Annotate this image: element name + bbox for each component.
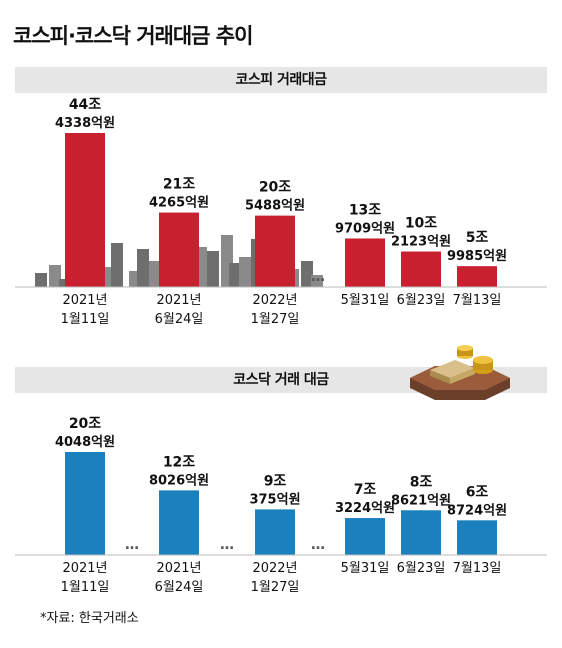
value-label-main: 7조 — [354, 482, 377, 498]
value-label-sub: 3224억원 — [335, 501, 395, 516]
value-label-sub: 8724억원 — [447, 503, 507, 518]
x-tick-label: 1월27일 — [251, 580, 300, 595]
value-label-main: 20조 — [259, 180, 291, 196]
value-label-main: 13조 — [349, 202, 381, 218]
value-label-main: 10조 — [405, 216, 437, 232]
value-label-sub: 4048억원 — [55, 435, 115, 450]
bar — [159, 490, 199, 555]
bar — [345, 238, 385, 287]
x-tick-label: 6월23일 — [397, 293, 446, 308]
value-label-sub: 8621억원 — [391, 493, 451, 508]
kospi-chart: 44조 4338억원 2021년 1월11일 21조 4265억원 2021년 6월24일 20… — [15, 93, 547, 350]
value-label-sub: 8026억원 — [149, 473, 209, 488]
kosdaq-chart: 20조 4048억원 2021년 1월11일 12조 8026억원 2021년 6월24일 9조… — [15, 393, 547, 603]
x-tick-label: 2022년 — [252, 561, 297, 576]
value-label-sub: 9985억원 — [447, 249, 507, 264]
value-label-sub: 5488억원 — [245, 199, 305, 214]
value-label-main: 12조 — [163, 454, 195, 470]
bar — [65, 133, 105, 287]
bar — [345, 518, 385, 555]
value-label-sub: 9709억원 — [335, 221, 395, 236]
x-tick-label: 2022년 — [252, 293, 297, 308]
kospi-chart-svg: 44조 4338억원 2021년 1월11일 21조 4265억원 2021년 6월24일 20… — [15, 97, 547, 327]
kospi-chart-title: 코스피 거래대금 — [15, 67, 547, 93]
bar — [159, 212, 199, 287]
bar — [457, 266, 497, 287]
x-tick-label: 5월31일 — [341, 293, 390, 308]
value-label-main: 8조 — [410, 474, 433, 490]
bar — [401, 251, 441, 287]
bar — [255, 509, 295, 555]
kosdaq-chart-svg: 20조 4048억원 2021년 1월11일 12조 8026억원 2021년 6월24일 9조… — [15, 416, 547, 595]
bar — [457, 520, 497, 555]
x-tick-label: 6월24일 — [155, 312, 204, 327]
gap-marker: … — [311, 537, 325, 553]
value-label-main: 9조 — [264, 473, 287, 489]
source-note: *자료: 한국거래소 — [40, 611, 139, 626]
bar — [255, 215, 295, 287]
value-label-sub: 375억원 — [249, 492, 300, 507]
x-tick-label: 7월13일 — [453, 561, 502, 576]
value-label-main: 44조 — [69, 97, 101, 113]
x-tick-label: 2021년 — [156, 293, 201, 308]
money-stack-icon — [410, 345, 510, 400]
value-label-sub: 4265억원 — [149, 196, 209, 211]
x-tick-label: 2021년 — [62, 293, 107, 308]
value-label-sub: 2123억원 — [391, 235, 451, 250]
x-tick-label: 1월11일 — [61, 312, 110, 327]
bar — [65, 452, 105, 555]
bar — [401, 510, 441, 555]
value-label-main: 21조 — [163, 177, 195, 193]
x-tick-label: 2021년 — [62, 561, 107, 576]
x-tick-label: 5월31일 — [341, 561, 390, 576]
gap-marker: … — [311, 269, 325, 285]
gap-marker: … — [220, 537, 234, 553]
x-tick-label: 6월23일 — [397, 561, 446, 576]
x-tick-label: 6월24일 — [155, 580, 204, 595]
x-tick-label: 2021년 — [156, 561, 201, 576]
value-label-main: 20조 — [69, 416, 101, 432]
value-label-main: 5조 — [466, 230, 489, 246]
value-label-sub: 4338억원 — [55, 116, 115, 131]
page-title: 코스피·코스닥 거래대금 추이 — [13, 24, 253, 48]
value-label-main: 6조 — [466, 484, 489, 500]
gap-marker: … — [125, 537, 139, 553]
x-tick-label: 1월11일 — [61, 580, 110, 595]
x-tick-label: 7월13일 — [453, 293, 502, 308]
x-tick-label: 1월27일 — [251, 312, 300, 327]
